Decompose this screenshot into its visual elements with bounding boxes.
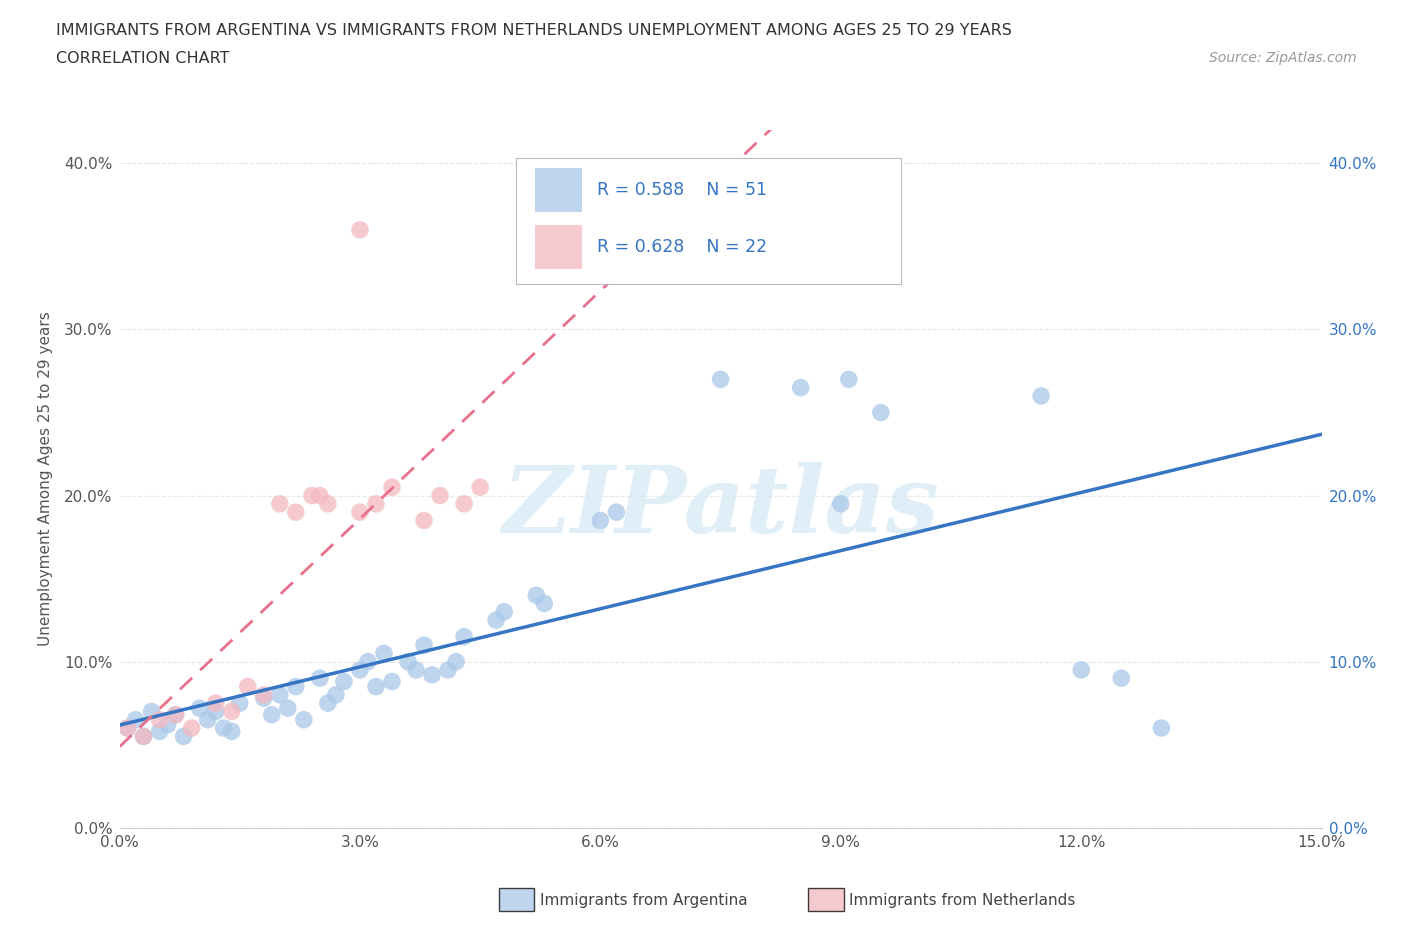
Point <box>188 700 211 715</box>
Point <box>605 505 627 520</box>
Point <box>180 721 202 736</box>
Point <box>413 513 436 528</box>
Bar <box>536 225 582 269</box>
Point <box>1070 662 1092 677</box>
Point <box>325 687 347 702</box>
Bar <box>536 168 582 212</box>
Point <box>709 372 731 387</box>
Point <box>364 679 387 694</box>
Point <box>869 405 893 420</box>
Text: CORRELATION CHART: CORRELATION CHART <box>56 51 229 66</box>
Point <box>589 513 612 528</box>
Point <box>396 654 419 669</box>
Point <box>149 724 172 738</box>
Point <box>838 372 860 387</box>
Point <box>405 662 427 677</box>
Point <box>333 674 356 689</box>
Point <box>444 654 467 669</box>
Point <box>437 662 460 677</box>
Text: Immigrants from Argentina: Immigrants from Argentina <box>540 893 748 908</box>
Point <box>269 497 291 512</box>
Point <box>494 604 516 619</box>
Point <box>301 488 323 503</box>
Point <box>156 717 179 732</box>
Point <box>413 638 436 653</box>
Point <box>253 687 276 702</box>
Point <box>349 505 371 520</box>
Point <box>381 480 404 495</box>
Point <box>790 380 813 395</box>
Point <box>141 704 163 719</box>
Point <box>253 691 276 706</box>
Point <box>212 721 235 736</box>
Point <box>533 596 555 611</box>
Text: R = 0.588    N = 51: R = 0.588 N = 51 <box>598 181 768 199</box>
Point <box>1150 721 1173 736</box>
Point <box>349 222 371 237</box>
Point <box>149 712 172 727</box>
Point <box>357 654 380 669</box>
Point <box>117 721 139 736</box>
Point <box>364 497 387 512</box>
Point <box>204 696 226 711</box>
Point <box>292 712 315 727</box>
Point <box>429 488 451 503</box>
Point <box>204 704 226 719</box>
Point <box>830 497 852 512</box>
Point <box>132 729 155 744</box>
Point <box>284 505 307 520</box>
Point <box>277 700 299 715</box>
Point <box>165 708 187 723</box>
Point <box>228 696 252 711</box>
Text: R = 0.628    N = 22: R = 0.628 N = 22 <box>598 237 768 256</box>
Point <box>420 668 443 683</box>
Point <box>284 679 307 694</box>
Text: ZIPatlas: ZIPatlas <box>502 462 939 551</box>
Point <box>197 712 219 727</box>
Point <box>269 687 291 702</box>
Point <box>381 674 404 689</box>
Point <box>453 630 475 644</box>
Point <box>1111 671 1133 685</box>
Point <box>124 712 146 727</box>
Text: Immigrants from Netherlands: Immigrants from Netherlands <box>849 893 1076 908</box>
Point <box>117 721 139 736</box>
Point <box>1029 389 1052 404</box>
Point <box>349 662 371 677</box>
Point <box>260 708 283 723</box>
Point <box>221 724 243 738</box>
Point <box>524 588 547 603</box>
Point <box>453 497 475 512</box>
Point <box>316 696 339 711</box>
Point <box>468 480 492 495</box>
Point <box>373 646 395 661</box>
Point <box>485 613 508 628</box>
Text: IMMIGRANTS FROM ARGENTINA VS IMMIGRANTS FROM NETHERLANDS UNEMPLOYMENT AMONG AGES: IMMIGRANTS FROM ARGENTINA VS IMMIGRANTS … <box>56 23 1012 38</box>
Point <box>173 729 195 744</box>
Point <box>309 488 332 503</box>
Point <box>236 679 259 694</box>
Text: Source: ZipAtlas.com: Source: ZipAtlas.com <box>1209 51 1357 65</box>
Point <box>221 704 243 719</box>
Point <box>165 708 187 723</box>
Point <box>316 497 339 512</box>
Y-axis label: Unemployment Among Ages 25 to 29 years: Unemployment Among Ages 25 to 29 years <box>38 312 53 646</box>
Point <box>132 729 155 744</box>
Point <box>309 671 332 685</box>
